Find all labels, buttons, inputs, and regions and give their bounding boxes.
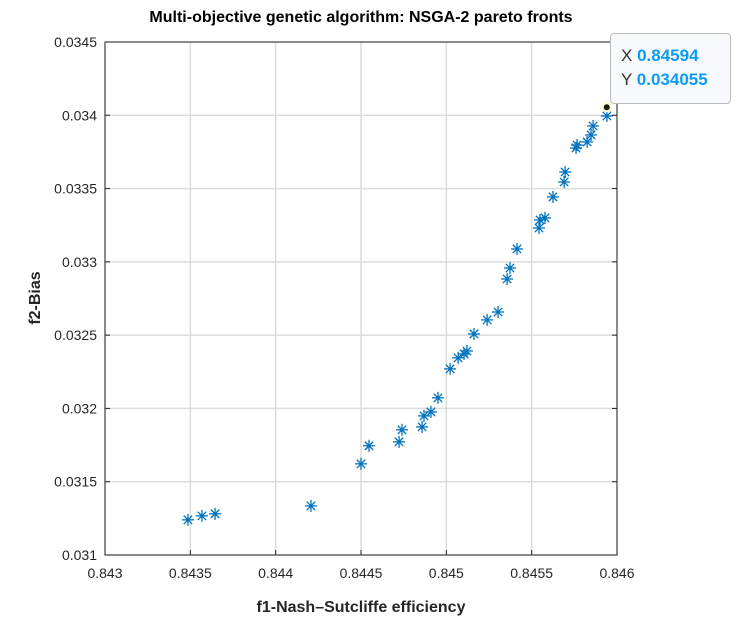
x-tick-label: 0.8435 <box>169 565 212 581</box>
data-point <box>209 507 222 520</box>
x-tick-label: 0.844 <box>258 565 293 581</box>
data-point <box>481 313 494 326</box>
data-point <box>538 211 551 224</box>
data-point <box>559 166 572 179</box>
data-point <box>417 409 430 422</box>
datatip-y-value: 0.034055 <box>636 70 708 89</box>
data-point <box>416 420 429 433</box>
ticks: 0.843 0.8435 0.844 0.8445 0.845 0.8455 0.846 0.… <box>54 34 635 581</box>
datatip-y-label: Y <box>621 70 633 89</box>
data-point <box>533 221 546 234</box>
data-point <box>534 213 547 226</box>
data-point <box>558 175 571 188</box>
chart-title: Multi-objective genetic algorithm: NSGA-… <box>149 9 572 26</box>
data-point <box>181 513 194 526</box>
data-point <box>444 362 457 375</box>
x-axis-label: f1-Nash–Sutcliffe efficiency <box>257 599 466 616</box>
data-point <box>431 391 444 404</box>
data-point <box>501 273 514 286</box>
data-point <box>547 190 559 203</box>
data-point <box>304 499 317 512</box>
data-point <box>393 435 406 448</box>
datatip-x-label: X <box>621 46 633 65</box>
y-tick-label: 0.034 <box>62 107 97 123</box>
x-tick-label: 0.845 <box>429 565 464 581</box>
grid <box>104 41 618 556</box>
data-point <box>424 405 437 418</box>
data-point <box>460 344 473 357</box>
y-tick-label: 0.0335 <box>54 181 97 197</box>
x-tick-label: 0.846 <box>599 565 634 581</box>
data-point <box>585 128 598 141</box>
data-point <box>492 305 505 318</box>
y-tick-label: 0.0325 <box>54 327 97 343</box>
y-axis-label: f2-Bias <box>27 271 44 324</box>
data-point <box>467 327 480 340</box>
datatip-marker[interactable] <box>601 102 612 113</box>
data-point <box>600 110 613 123</box>
data-point <box>571 139 584 152</box>
y-tick-label: 0.031 <box>62 547 97 563</box>
data-point <box>355 457 367 470</box>
data-point <box>195 509 208 522</box>
data-point <box>395 423 408 436</box>
data-point <box>510 242 523 255</box>
y-tick-label: 0.033 <box>62 254 97 270</box>
x-tick-label: 0.843 <box>87 565 122 581</box>
datatip: X 0.84594 Y 0.034055 <box>610 33 731 104</box>
x-tick-label: 0.8455 <box>510 565 553 581</box>
data-point <box>587 119 600 132</box>
y-tick-label: 0.0315 <box>54 474 97 490</box>
y-tick-label: 0.0345 <box>54 34 97 50</box>
data-point <box>503 262 516 275</box>
data-points <box>181 110 613 526</box>
datatip-x-value: 0.84594 <box>637 46 699 65</box>
x-tick-label: 0.8445 <box>340 565 383 581</box>
y-tick-label: 0.032 <box>62 400 97 416</box>
data-point <box>363 439 376 452</box>
